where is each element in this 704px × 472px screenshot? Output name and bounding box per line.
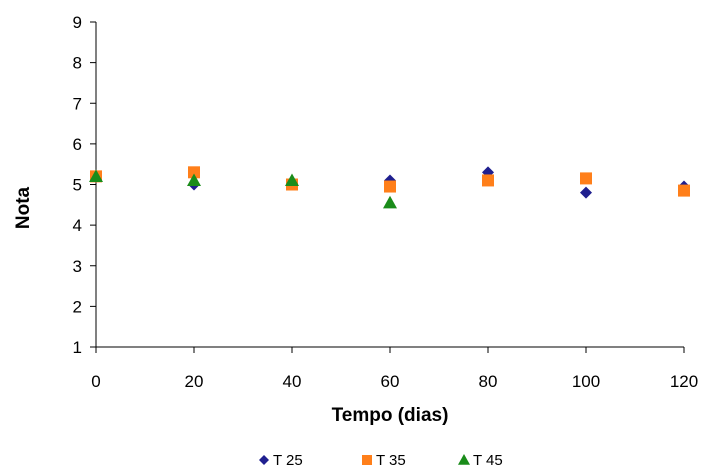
series-t-45 <box>89 169 397 209</box>
data-point <box>89 169 103 182</box>
y-tick-label: 7 <box>73 94 82 113</box>
series-t-35 <box>90 166 690 197</box>
y-ticks: 1 2 3 4 5 6 7 8 9 <box>73 13 96 357</box>
y-axis-title: Nota <box>13 186 34 229</box>
x-tick-label: 20 <box>185 372 204 391</box>
data-point <box>188 166 200 179</box>
legend-marker <box>458 454 470 465</box>
data-point <box>580 186 592 199</box>
x-tick-label: 60 <box>381 372 400 391</box>
data-point <box>383 195 397 209</box>
legend-label: T 45 <box>473 452 503 469</box>
legend-item: T 35 <box>362 452 406 469</box>
data-point <box>285 173 299 187</box>
x-ticks: 0 20 40 60 80 100 120 <box>91 347 698 391</box>
legend-label: T 25 <box>273 452 303 469</box>
data-point <box>678 184 690 197</box>
data-points <box>89 166 690 209</box>
y-tick-label: 4 <box>73 216 82 235</box>
y-tick-label: 1 <box>73 338 82 357</box>
legend: T 25 T 35 T 45 <box>259 452 503 469</box>
data-point <box>384 180 396 193</box>
y-tick-label: 8 <box>73 54 82 73</box>
data-point <box>187 173 201 187</box>
data-point <box>580 172 592 185</box>
y-tick-label: 6 <box>73 135 82 154</box>
legend-marker <box>259 455 269 465</box>
x-tick-label: 100 <box>572 372 600 391</box>
y-tick-label: 3 <box>73 257 82 276</box>
data-point <box>482 174 494 187</box>
x-tick-label: 0 <box>91 372 100 391</box>
legend-marker <box>362 455 372 465</box>
legend-item: T 45 <box>458 452 503 469</box>
y-tick-label: 2 <box>73 297 82 316</box>
x-tick-label: 40 <box>283 372 302 391</box>
x-tick-label: 80 <box>479 372 498 391</box>
x-axis-title: Tempo (dias) <box>332 405 449 426</box>
x-tick-label: 120 <box>670 372 698 391</box>
y-tick-label: 5 <box>73 176 82 195</box>
legend-item: T 25 <box>259 452 303 469</box>
legend-label: T 35 <box>376 452 406 469</box>
y-tick-label: 9 <box>73 13 82 32</box>
